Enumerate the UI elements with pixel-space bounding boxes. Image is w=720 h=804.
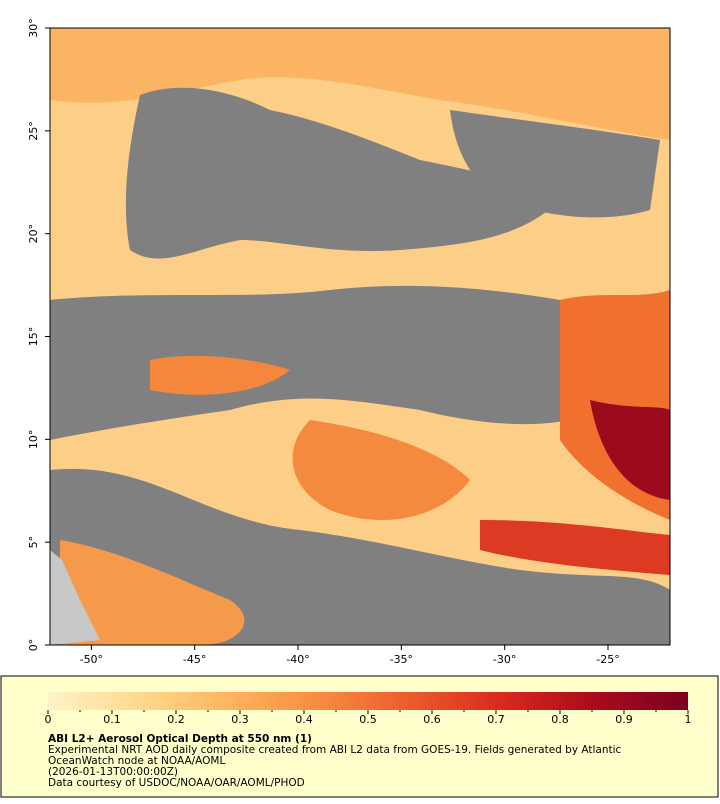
- y-tick-label: 25°: [27, 121, 40, 141]
- y-tick-label: 30°: [27, 18, 40, 38]
- x-tick-label: -40°: [286, 653, 309, 666]
- caption-title: ABI L2+ Aerosol Optical Depth at 550 nm …: [48, 733, 312, 745]
- colorbar-tick-label: 0.9: [615, 713, 633, 726]
- y-tick-label: 0°: [27, 639, 40, 652]
- x-tick-label: -35°: [390, 653, 413, 666]
- colorbar-tick-label: 1: [685, 713, 692, 726]
- caption-line: Data courtesy of USDOC/NOAA/OAR/AOML/PHO…: [48, 777, 305, 789]
- colorbar-tick-label: 0.6: [423, 713, 441, 726]
- colorbar-tick-label: 0.7: [487, 713, 505, 726]
- y-tick-label: 15°: [27, 327, 40, 347]
- caption-line: OceanWatch node at NOAA/AOML: [48, 755, 225, 767]
- colorbar-tick-label: 0.2: [167, 713, 185, 726]
- colorbar-tick-label: 0.5: [359, 713, 377, 726]
- x-tick-label: -50°: [80, 653, 103, 666]
- aod-map: [50, 28, 670, 645]
- caption-line: (2026-01-13T00:00:00Z): [48, 766, 178, 778]
- colorbar: [48, 692, 688, 710]
- colorbar-tick-label: 0: [45, 713, 52, 726]
- x-tick-label: -25°: [596, 653, 619, 666]
- y-tick-label: 5°: [27, 536, 40, 549]
- colorbar-tick-label: 0.8: [551, 713, 569, 726]
- colorbar-tick-label: 0.4: [295, 713, 313, 726]
- colorbar-tick-label: 0.1: [103, 713, 121, 726]
- y-tick-label: 10°: [27, 430, 40, 450]
- colorbar-tick-label: 0.3: [231, 713, 249, 726]
- x-tick-label: -45°: [183, 653, 206, 666]
- y-tick-label: 20°: [27, 224, 40, 244]
- x-tick-label: -30°: [493, 653, 516, 666]
- caption-line: Experimental NRT AOD daily composite cre…: [48, 744, 622, 756]
